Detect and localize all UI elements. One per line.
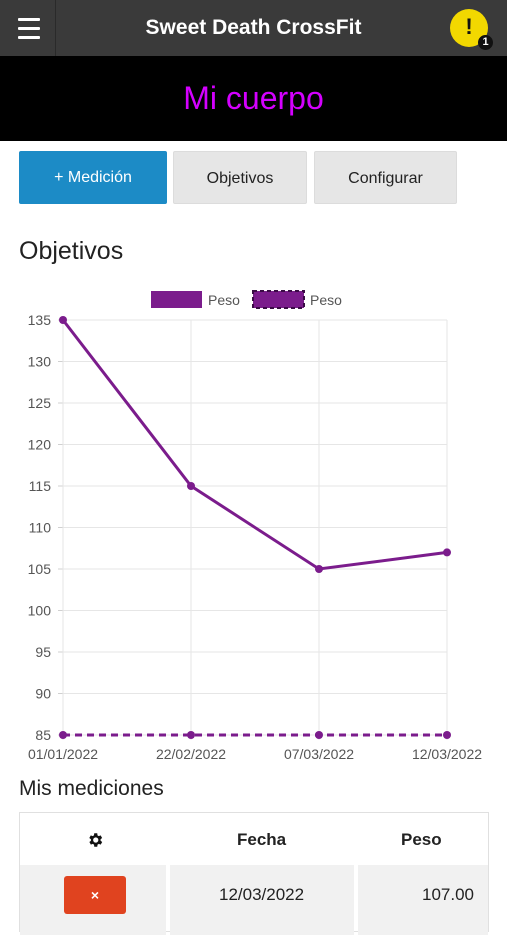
data-point (187, 731, 195, 739)
hamburger-menu-button[interactable] (0, 0, 56, 56)
app-title: Sweet Death CrossFit (145, 16, 362, 39)
notification-button[interactable]: ! 1 (450, 9, 493, 50)
hamburger-icon-line (18, 36, 40, 39)
objectives-heading: Objetivos (19, 237, 124, 265)
data-point (187, 482, 195, 490)
legend-swatch (252, 290, 305, 309)
data-point (443, 548, 451, 557)
legend-swatch (151, 291, 202, 308)
row-date: 12/03/2022 (219, 885, 305, 904)
x-tick-label: 01/01/2022 (28, 746, 98, 762)
delete-row-button[interactable]: × (64, 876, 126, 914)
row-weight: 107.00 (422, 885, 474, 904)
series-line-actual (61, 319, 448, 571)
measurements-heading: Mis mediciones (19, 777, 164, 800)
y-tick-label: 130 (28, 354, 52, 370)
hamburger-icon (18, 18, 40, 21)
y-tick-label: 100 (28, 603, 52, 619)
x-tick-label: 12/03/2022 (412, 746, 482, 762)
legend-label: Peso (310, 292, 342, 308)
x-tick-label: 07/03/2022 (284, 746, 354, 762)
y-tick-label: 105 (28, 561, 52, 577)
y-tick-label: 90 (35, 686, 51, 702)
y-tick-label: 85 (35, 727, 51, 743)
add-measurement-button[interactable]: + Medición (19, 151, 167, 204)
data-point (315, 731, 323, 739)
data-point (59, 731, 67, 739)
goals-button[interactable]: Objetivos (173, 151, 307, 204)
x-tick-label: 22/02/2022 (156, 746, 226, 762)
weight-chart: 85 90 95 100 105 110 115 120 125 130 135 01/01/2022… (28, 290, 482, 762)
column-header-date: Fecha (237, 830, 287, 849)
y-tick-label: 125 (28, 395, 52, 411)
y-tick-label: 120 (28, 437, 52, 453)
configure-button[interactable]: Configurar (314, 151, 457, 204)
y-tick-label: 95 (35, 644, 51, 660)
data-point (443, 731, 451, 739)
hamburger-icon-line (18, 27, 40, 30)
y-tick-label: 110 (29, 520, 52, 536)
page-title: Mi cuerpo (183, 80, 324, 116)
y-tick-label: 115 (29, 478, 52, 494)
data-point (315, 565, 323, 573)
measurements-table: Fecha Peso × 12/03/2022 107.00 (19, 812, 489, 935)
y-tick-label: 135 (28, 312, 52, 328)
legend-label: Peso (208, 292, 240, 308)
top-bar: Sweet Death CrossFit ! 1 (0, 0, 507, 56)
gear-icon[interactable] (86, 831, 104, 849)
data-point (59, 316, 67, 324)
page-hero: Mi cuerpo (0, 56, 507, 141)
exclamation-icon: ! (465, 14, 473, 39)
column-header-weight: Peso (401, 830, 442, 849)
notification-count-badge: 1 (478, 35, 493, 50)
